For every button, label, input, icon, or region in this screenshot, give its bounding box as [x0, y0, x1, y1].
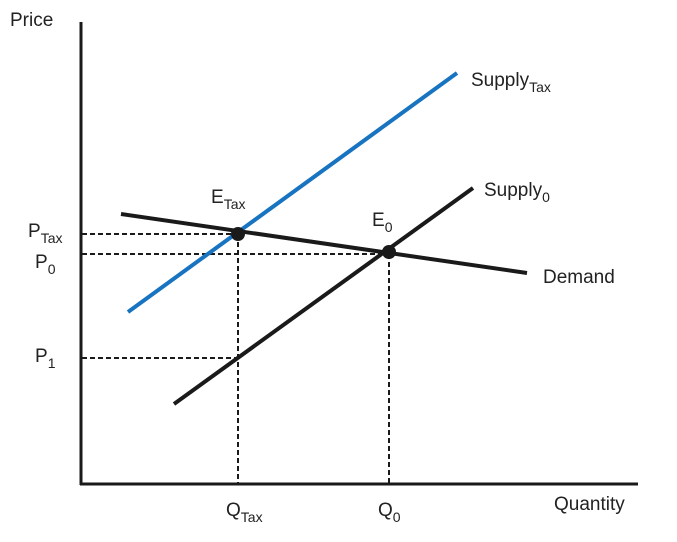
e-tax-point	[231, 227, 245, 241]
demand-label: Demand	[543, 267, 615, 288]
supply-tax-label: SupplyTax	[471, 70, 551, 95]
p-tax-label: PTax	[28, 221, 62, 246]
e-0-label: E0	[372, 210, 393, 235]
e-0-point	[382, 245, 396, 259]
demand-curve	[120, 212, 528, 275]
supply-0-label: Supply0	[484, 180, 550, 205]
q-0-label: Q0	[378, 500, 401, 525]
e-tax-label: ETax	[211, 187, 245, 212]
p-0-label: P0	[35, 252, 56, 277]
supply-tax-curve	[126, 71, 459, 314]
q-tax-label: QTax	[226, 500, 263, 525]
supply-0-curve	[172, 186, 475, 406]
y-axis-label: Price	[10, 10, 53, 31]
x-axis-label: Quantity	[554, 494, 625, 515]
p-1-label: P1	[35, 346, 56, 371]
